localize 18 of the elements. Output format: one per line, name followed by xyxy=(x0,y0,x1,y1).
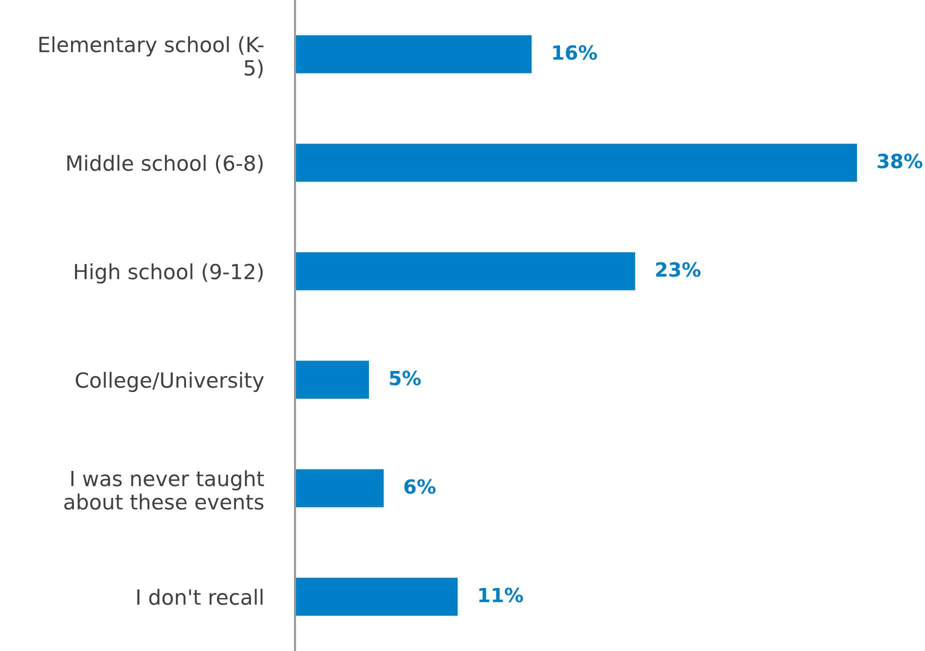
data-label: 11% xyxy=(479,588,524,602)
y-tick-label: Elementary school (K- 5) xyxy=(39,36,264,78)
bar xyxy=(295,252,636,290)
data-label: 38% xyxy=(878,154,922,168)
bar xyxy=(295,578,458,616)
y-tick-label: I was never taught about these events xyxy=(64,470,264,510)
y-tick-label: High school (9-12) xyxy=(75,263,263,284)
bar xyxy=(295,144,857,182)
bar xyxy=(295,360,369,399)
data-label: 23% xyxy=(656,262,701,277)
bar xyxy=(295,35,532,74)
y-tick-label: Middle school (6-8) xyxy=(67,154,263,174)
data-label: 16% xyxy=(553,45,597,60)
data-label: 6% xyxy=(404,479,436,494)
bar xyxy=(295,469,384,508)
data-label: 5% xyxy=(390,370,421,386)
y-tick-label: College/University xyxy=(76,372,264,392)
y-tick-label: I don't recall xyxy=(137,588,262,605)
